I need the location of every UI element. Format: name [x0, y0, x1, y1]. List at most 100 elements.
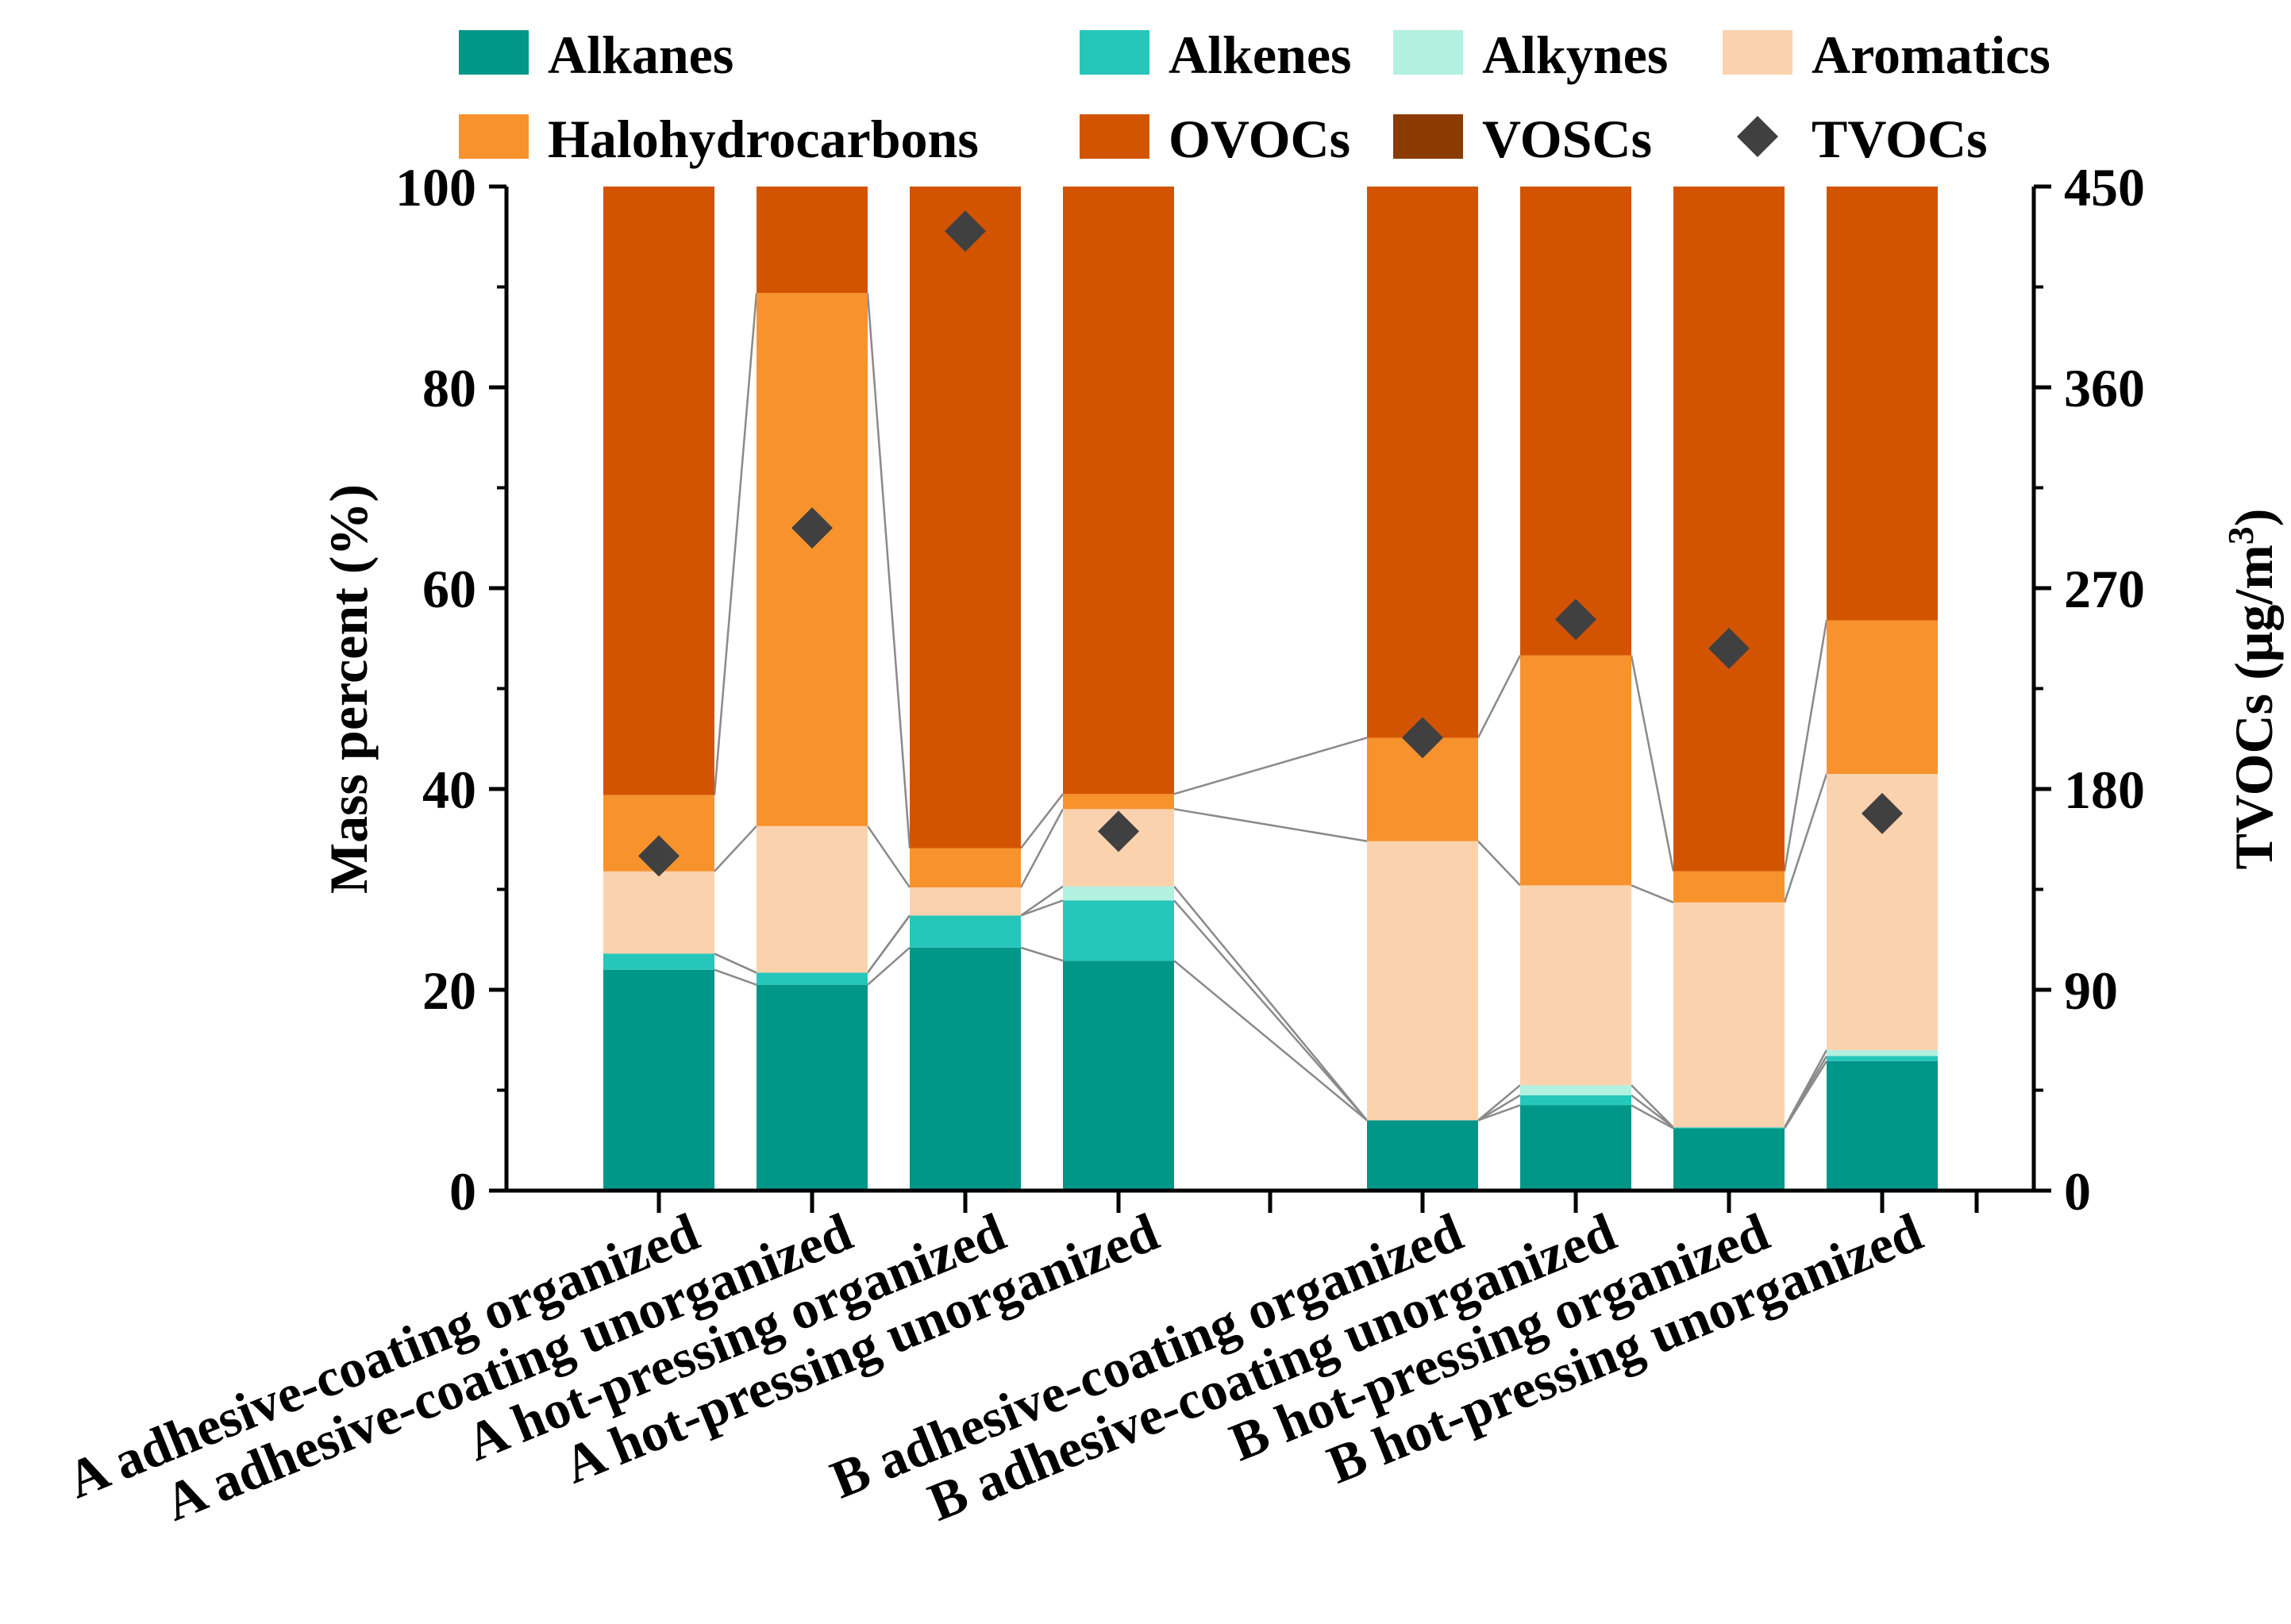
bar-alkenes-7	[1673, 1127, 1785, 1129]
bar-halohydrocarbons-6	[1520, 655, 1631, 886]
connector-line	[1019, 808, 1065, 888]
bar-ovocs-3	[910, 187, 1021, 849]
connector-line	[1783, 773, 1828, 903]
bar-alkanes-6	[1520, 1105, 1631, 1191]
y-tick-label: 0	[449, 1161, 476, 1222]
legend: Alkanes Alkenes Alkynes Aromatics Halohydroc…	[459, 25, 2050, 169]
y-tick-label: 100	[395, 157, 476, 217]
legend-label-alkanes: Alkanes	[548, 25, 734, 85]
y-tick-label: 80	[422, 358, 476, 418]
connector-line	[1630, 655, 1675, 872]
y2-tick-label: 90	[2064, 960, 2118, 1021]
connector-line	[1020, 899, 1064, 917]
y-tick-label: 20	[422, 960, 476, 1021]
bar-ovocs-7	[1673, 187, 1785, 872]
connector-line	[1173, 808, 1368, 843]
bar-alkynes-8	[1827, 1049, 1938, 1056]
connector-line	[714, 968, 757, 986]
legend-label-aromatics: Aromatics	[1812, 25, 2050, 85]
connector-line	[1631, 1104, 1674, 1129]
connector-line	[1477, 1094, 1521, 1122]
connector-line	[1631, 884, 1674, 904]
left-y-ticks: 0 20 40 60 80 100	[395, 157, 506, 1222]
connector-line	[867, 946, 911, 986]
legend-swatch-tvocs	[1737, 116, 1778, 157]
legend-swatch-halohydrocarbons	[459, 114, 529, 159]
connector-line	[1783, 620, 1828, 872]
bar-ovocs-1	[603, 187, 714, 795]
bar-alkynes-4	[1063, 886, 1174, 901]
tvoc-marker-2	[791, 507, 833, 549]
legend-label-ovocs: OVOCs	[1169, 109, 1350, 169]
y2-tick-label: 360	[2064, 358, 2145, 418]
tvoc-marker-8	[1862, 792, 1903, 834]
stack-connector-lines	[713, 292, 1828, 1129]
bar-halohydrocarbons-4	[1063, 794, 1174, 810]
bar-alkanes-8	[1827, 1060, 1938, 1191]
bar-alkanes-1	[603, 969, 714, 1191]
bar-aromatics-2	[757, 825, 868, 973]
tvoc-marker-5	[1402, 717, 1443, 759]
tvoc-marker-4	[1098, 810, 1139, 852]
connector-line	[713, 292, 758, 795]
bar-ovocs-2	[757, 187, 868, 294]
tvoc-marker-3	[945, 210, 986, 252]
bar-halohydrocarbons-7	[1673, 871, 1785, 902]
y2-tick-label: 450	[2064, 157, 2145, 217]
legend-label-alkynes: Alkynes	[1482, 25, 1668, 85]
connector-line	[1173, 899, 1368, 1122]
bar-aromatics-1	[603, 871, 714, 954]
bar-halohydrocarbons-2	[757, 293, 868, 826]
bar-alkanes-3	[910, 947, 1021, 1191]
bar-ovocs-8	[1827, 187, 1938, 621]
bars-layer	[603, 187, 1938, 1191]
legend-swatch-alkenes	[1080, 30, 1149, 75]
connector-line	[1477, 840, 1521, 887]
legend-swatch-ovocs	[1080, 114, 1149, 159]
right-y-ticks: 0 90 180 270 360 450	[2034, 157, 2145, 1222]
bar-alkenes-2	[757, 972, 868, 985]
connector-line	[1477, 655, 1522, 739]
bar-alkenes-3	[910, 915, 1021, 948]
y2-axis-title-main: TVOCs (μg/m	[2224, 545, 2284, 869]
connector-line	[866, 825, 911, 888]
legend-label-voscs: VOSCs	[1482, 109, 1652, 169]
y2-tick-label: 0	[2064, 1161, 2091, 1222]
bar-alkanes-7	[1673, 1128, 1785, 1191]
connector-line	[1020, 793, 1064, 849]
tvoc-marker-7	[1708, 627, 1750, 669]
connector-line	[1783, 1049, 1828, 1128]
connector-line	[1020, 885, 1064, 917]
y2-axis-title-sup: 3	[2220, 526, 2261, 545]
tvoc-marker-1	[638, 835, 680, 877]
bar-alkenes-4	[1063, 900, 1174, 961]
bar-halohydrocarbons-8	[1827, 620, 1938, 775]
connector-line	[866, 292, 911, 849]
tvoc-markers	[638, 210, 1903, 877]
legend-swatch-alkynes	[1393, 30, 1463, 75]
bar-alkenes-6	[1520, 1095, 1631, 1106]
legend-label-halohydrocarbons: Halohydrocarbons	[548, 109, 979, 169]
bar-alkanes-2	[757, 984, 868, 1191]
y2-tick-label: 270	[2064, 559, 2145, 619]
connector-line	[866, 914, 911, 974]
bar-alkanes-5	[1367, 1120, 1478, 1191]
connector-line	[714, 825, 757, 872]
legend-swatch-alkanes	[459, 30, 529, 75]
bar-aromatics-5	[1367, 841, 1478, 1121]
connector-line	[1173, 737, 1368, 795]
connector-line	[1173, 960, 1368, 1122]
bar-ovocs-4	[1063, 187, 1174, 795]
connector-line	[1631, 1094, 1674, 1129]
connector-line	[1631, 1084, 1674, 1129]
y2-tick-label: 180	[2064, 760, 2145, 820]
connector-line	[1477, 1104, 1521, 1122]
bar-alkenes-1	[603, 953, 714, 970]
bar-alkenes-8	[1827, 1056, 1938, 1061]
bar-alkanes-4	[1063, 960, 1174, 1191]
bar-aromatics-7	[1673, 902, 1785, 1128]
tvoc-marker-6	[1555, 598, 1596, 641]
y-tick-label: 60	[422, 559, 476, 619]
